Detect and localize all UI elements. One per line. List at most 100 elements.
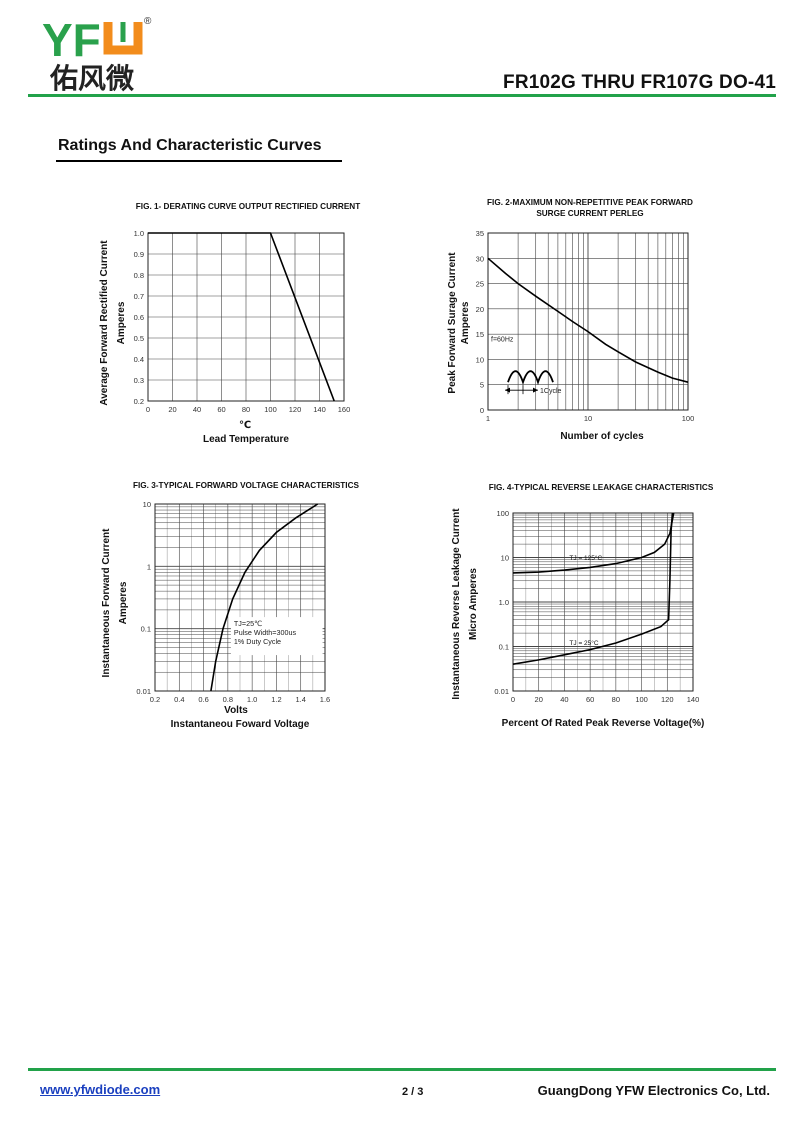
x-tick-label: 140 (687, 695, 700, 704)
series-line (512, 512, 674, 665)
figure-1: 0 20 40 60 80 100 120 140 160 1.0 0.9 0.8 0.7 0.6 0.5 0… (99, 202, 360, 445)
annotation-cycle: 1Cycle (540, 388, 562, 395)
y-tick-label: 0.1 (499, 643, 509, 652)
y-tick-label: 0.9 (134, 250, 144, 259)
x-tick-label: 0.2 (150, 695, 160, 704)
y-tick-label: 1.0 (134, 229, 144, 238)
annotation-conditions: Pulse Width=300us (234, 628, 297, 637)
x-tick-label: 0.8 (223, 695, 233, 704)
x-tick-label: 1.6 (320, 695, 330, 704)
x-tick-label: 1.2 (271, 695, 281, 704)
annotation-conditions: TJ=25℃ (234, 619, 262, 628)
x-axis-label: Number of cycles (560, 431, 644, 442)
figure-3: 0.2 0.4 0.6 0.8 1.0 1.2 1.4 1.6 10 1 0.1 0.01 FIG. 3… (101, 481, 359, 730)
x-tick-label: 160 (338, 405, 351, 414)
y-tick-label: 0 (480, 406, 484, 415)
document-title: FR102G THRU FR107G DO-41 (503, 72, 776, 93)
cycle-arrow-head (533, 387, 538, 393)
x-axis-label: Percent Of Rated Peak Reverse Voltage(%) (502, 718, 705, 729)
plot-frame (487, 232, 689, 411)
page-number: 2 / 3 (402, 1086, 424, 1098)
x-axis-label: Volts (224, 705, 248, 716)
plot-frame (512, 512, 694, 692)
company-name: GuangDong YFW Electronics Co, Ltd. (537, 1083, 770, 1098)
y-tick-label: 1.0 (499, 598, 509, 607)
y-axis-label: Average Forward Rectified Current (99, 240, 110, 406)
y-axis-label: Peak Forward Surage Current (447, 252, 458, 394)
y-tick-label: 0.3 (134, 376, 144, 385)
figure-title: FIG. 3-TYPICAL FORWARD VOLTAGE CHARACTER… (133, 481, 359, 490)
y-tick-label: 0.01 (494, 687, 509, 696)
x-tick-label: 100 (264, 405, 277, 414)
x-tick-label: 120 (661, 695, 674, 704)
figure-2: 1 10 100 35 30 25 20 15 10 5 0 FIG. 2-MAXIMUM NON-R… (447, 198, 694, 442)
y-tick-label: 35 (476, 229, 484, 238)
y-tick-label: 10 (476, 355, 484, 364)
y-axis-label: Amperes (118, 581, 129, 624)
y-axis-label: Instantaneous Forward Current (101, 528, 112, 678)
annotation-conditions: 1% Duty Cycle (234, 637, 281, 646)
y-axis-label: Instantaneous Reverse Leakage Current (451, 508, 462, 700)
y-tick-label: 10 (143, 500, 151, 509)
x-tick-label: 1.0 (247, 695, 257, 704)
x-tick-label: 0.6 (198, 695, 208, 704)
x-tick-label: 20 (168, 405, 176, 414)
figure-4: 0 20 40 60 80 100 120 140 100 10 1.0 0.1 0.01 FIG. 4-… (451, 483, 714, 729)
x-tick-label: 40 (560, 695, 568, 704)
x-tick-label: 0 (511, 695, 515, 704)
y-axis-label: Amperes (460, 301, 471, 344)
series-label: TJ = 25°C (569, 639, 598, 647)
y-tick-label: 30 (476, 254, 484, 263)
x-tick-label: 1.4 (295, 695, 305, 704)
x-tick-label: 120 (289, 405, 302, 414)
y-axis-label: Micro Amperes (468, 568, 479, 640)
annotation-box (230, 617, 323, 656)
series-line (210, 503, 319, 692)
x-tick-label: 0 (146, 405, 150, 414)
x-tick-label: 100 (682, 414, 695, 423)
series-label: TJ = 125°C (569, 554, 602, 562)
x-tick-label: 60 (586, 695, 594, 704)
y-tick-label: 0.01 (136, 687, 151, 696)
section-title: Ratings And Characteristic Curves (58, 137, 322, 154)
y-tick-label: 25 (476, 280, 484, 289)
figure-title: FIG. 4-TYPICAL REVERSE LEAKAGE CHARACTER… (489, 483, 714, 492)
y-tick-label: 0.5 (134, 334, 144, 343)
logo-letters-yf: YF (42, 14, 101, 66)
y-tick-label: 20 (476, 305, 484, 314)
series-line (148, 232, 335, 402)
figure-title: FIG. 2-MAXIMUM NON-REPETITIVE PEAK FORWA… (487, 198, 693, 207)
section-underline (56, 160, 342, 162)
x-axis-label: Instantaneou Foward Voltage (171, 719, 310, 730)
logo-chinese: 佑风微 (49, 62, 134, 92)
x-tick-label: 1 (486, 414, 490, 423)
y-tick-label: 15 (476, 330, 484, 339)
y-tick-label: 0.4 (134, 355, 144, 364)
x-tick-label: 60 (217, 405, 225, 414)
series-line (512, 512, 675, 574)
y-tick-label: 0.2 (134, 397, 144, 406)
y-tick-label: 10 (501, 554, 509, 563)
x-tick-label: 0.4 (174, 695, 184, 704)
x-tick-label: 140 (313, 405, 326, 414)
registered-mark: ® (144, 16, 152, 27)
y-tick-label: 5 (480, 381, 484, 390)
header-divider (28, 94, 776, 97)
y-axis-label: Amperes (116, 301, 127, 344)
x-tick-label: 80 (242, 405, 250, 414)
series-line (487, 257, 689, 383)
website-link[interactable]: www.yfwdiode.com (40, 1082, 161, 1097)
y-tick-label: 1 (147, 562, 151, 571)
y-tick-label: 0.6 (134, 313, 144, 322)
cycle-arrow-head (505, 387, 510, 393)
figure-title: SURGE CURRENT PERLEG (536, 209, 643, 218)
y-tick-label: 0.7 (134, 292, 144, 301)
x-tick-label: 20 (535, 695, 543, 704)
plot-frame (154, 503, 326, 692)
x-axis-unit: ℃ (239, 420, 251, 431)
x-axis-label: Lead Temperature (203, 434, 289, 445)
x-tick-label: 10 (584, 414, 592, 423)
x-tick-label: 80 (612, 695, 620, 704)
cycle-waveform-icon (507, 370, 554, 385)
x-tick-label: 40 (193, 405, 201, 414)
